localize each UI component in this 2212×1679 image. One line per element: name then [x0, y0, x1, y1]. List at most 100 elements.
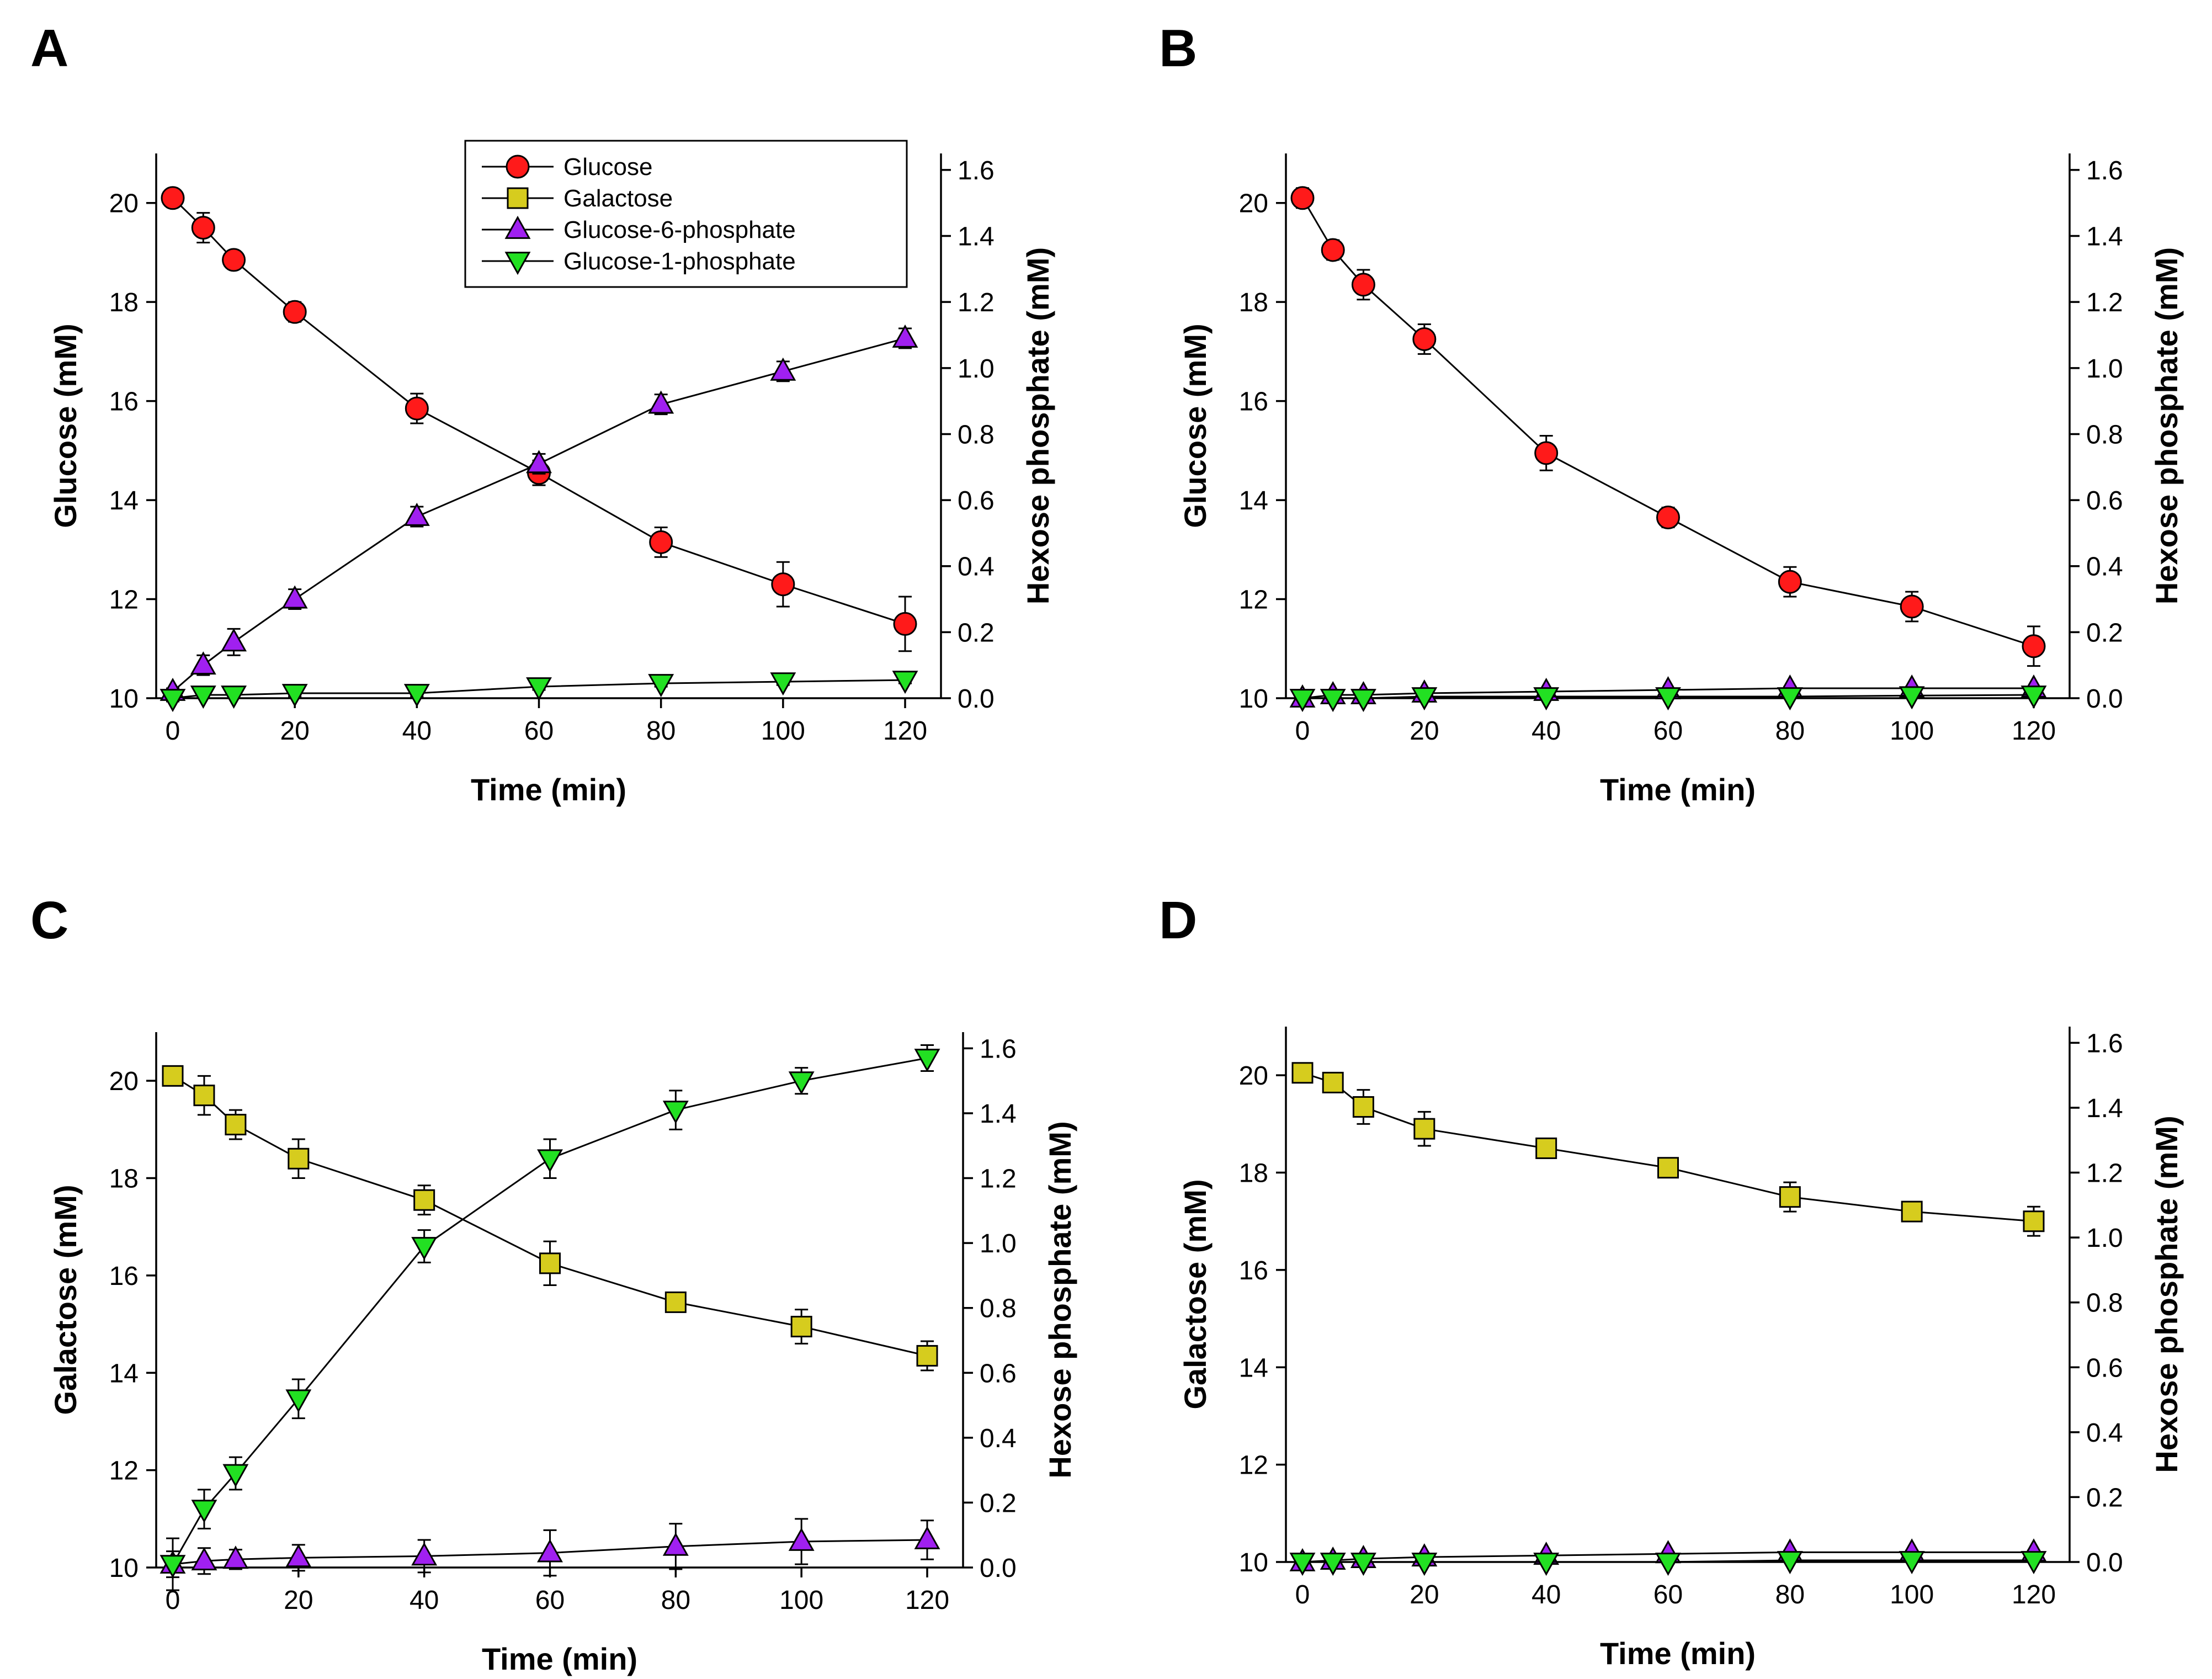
x-tick-label: 0	[1295, 1580, 1310, 1609]
y2-tick-label: 0.6	[958, 486, 995, 516]
data-point	[159, 1555, 186, 1579]
y2-tick-label: 0.2	[958, 618, 995, 647]
legend-item: Glucose-6-phosphate	[482, 215, 796, 243]
data-point	[1535, 1137, 1557, 1159]
data-point	[1352, 1096, 1374, 1118]
y2-tick-label: 1.0	[980, 1229, 1017, 1258]
y2-tick-label: 1.4	[2086, 222, 2123, 252]
panel-label: D	[1159, 891, 1197, 950]
x-tick-label: 120	[2012, 716, 2056, 746]
y-tick-label: 18	[109, 288, 139, 317]
y-axis-title: Galactose (mM)	[1178, 1179, 1213, 1410]
y2-tick-label: 1.2	[2086, 1159, 2123, 1188]
data-point	[1534, 441, 1559, 465]
x-tick-label: 100	[761, 716, 805, 746]
y2-axis-title: Hexose phosphate (mM)	[1043, 1121, 1077, 1478]
panel-label: C	[30, 891, 68, 950]
data-point	[662, 1101, 689, 1124]
x-tick-label: 60	[1653, 1580, 1683, 1609]
legend-marker	[504, 215, 531, 239]
data-point	[161, 186, 185, 210]
y-tick-label: 16	[109, 1262, 139, 1291]
y2-axis-title: Hexose phosphate (mM)	[2149, 247, 2184, 604]
data-point	[1899, 686, 1925, 710]
data-point	[1291, 1062, 1314, 1084]
x-tick-label: 20	[1410, 716, 1439, 746]
data-point	[771, 572, 795, 597]
data-point	[1289, 689, 1316, 713]
data-point	[2020, 1551, 2047, 1575]
series-glucose-1-phosphate	[159, 671, 918, 713]
y2-tick-label: 0.4	[2086, 1418, 2123, 1448]
data-point	[222, 1464, 249, 1487]
data-point	[159, 689, 186, 713]
series-glucose-1-phosphate	[1289, 1551, 2047, 1576]
y2-tick-label: 1.4	[2086, 1094, 2123, 1123]
data-point	[914, 1526, 940, 1549]
data-point	[664, 1291, 687, 1313]
data-point	[411, 1237, 438, 1261]
y-tick-label: 10	[1239, 1548, 1268, 1577]
y2-tick-label: 0.0	[2086, 684, 2123, 714]
data-point	[1655, 1553, 1681, 1576]
y2-tick-label: 0.6	[2086, 486, 2123, 516]
data-point	[221, 628, 247, 652]
data-point	[1657, 1157, 1679, 1179]
data-point	[893, 612, 917, 636]
x-axis-title: Time (min)	[471, 772, 626, 807]
chart-panel-c: C 10 12 14 16 18 20 0.0 0.2 0.4 0.6 0.8 1.0 1.2 1.4 1.6…	[30, 891, 1077, 1676]
data-point	[1320, 1553, 1346, 1576]
x-tick-label: 80	[661, 1586, 690, 1615]
y2-tick-label: 0.6	[2086, 1353, 2123, 1383]
data-point	[411, 1542, 438, 1566]
y-tick-label: 18	[1239, 288, 1268, 317]
y2-tick-label: 0.2	[2086, 1483, 2123, 1512]
series-galactose	[162, 1065, 938, 1372]
x-tick-label: 80	[1775, 716, 1805, 746]
y-tick-label: 12	[1239, 1451, 1268, 1480]
data-point	[788, 1527, 815, 1551]
legend-item: Glucose-1-phosphate	[482, 248, 796, 275]
data-point	[539, 1252, 561, 1274]
data-point	[1320, 689, 1346, 713]
y2-tick-label: 1.2	[2086, 288, 2123, 317]
data-point	[190, 651, 216, 675]
x-tick-label: 60	[535, 1586, 565, 1615]
y2-tick-label: 1.0	[958, 354, 995, 384]
data-point	[403, 502, 430, 526]
data-point	[221, 686, 247, 709]
y2-tick-label: 1.4	[980, 1099, 1017, 1129]
data-point	[1413, 1118, 1435, 1140]
data-point	[1350, 1553, 1376, 1576]
legend-item: Galactose	[482, 185, 673, 212]
x-tick-label: 120	[905, 1586, 949, 1615]
data-point	[1322, 1071, 1344, 1093]
data-point	[537, 1539, 563, 1563]
x-tick-label: 0	[1295, 716, 1310, 746]
data-point	[1777, 687, 1803, 711]
x-axis-title: Time (min)	[1600, 772, 1756, 807]
data-point	[1779, 1186, 1801, 1208]
data-point	[281, 585, 308, 609]
legend-box	[464, 140, 908, 288]
data-point	[191, 216, 215, 240]
data-point	[916, 1345, 938, 1367]
x-tick-label: 120	[2012, 1580, 2056, 1609]
x-tick-label: 40	[402, 716, 432, 746]
data-point	[225, 1114, 247, 1136]
y-tick-label: 16	[1239, 387, 1268, 417]
data-point	[193, 1085, 215, 1107]
x-tick-label: 100	[779, 1586, 823, 1615]
y2-tick-label: 1.0	[2086, 1224, 2123, 1253]
x-tick-label: 60	[524, 716, 554, 746]
data-point	[1411, 687, 1438, 711]
y-tick-label: 18	[1239, 1159, 1268, 1188]
data-point	[190, 686, 216, 709]
chart-panel-b: B 10 12 14 16 18 20 0.0 0.2 0.4 0.6 0.8 1.0 1.2 1.4 1.6…	[1159, 19, 2184, 807]
y2-tick-label: 1.6	[2086, 1029, 2123, 1058]
x-tick-label: 100	[1890, 716, 1934, 746]
data-point	[662, 1532, 689, 1556]
y2-tick-label: 0.4	[980, 1424, 1017, 1453]
chart-panel-d: D 10 12 14 16 18 20 0.0 0.2 0.4 0.6 0.8 1.0 1.2 1.4 1.6…	[1159, 891, 2184, 1671]
